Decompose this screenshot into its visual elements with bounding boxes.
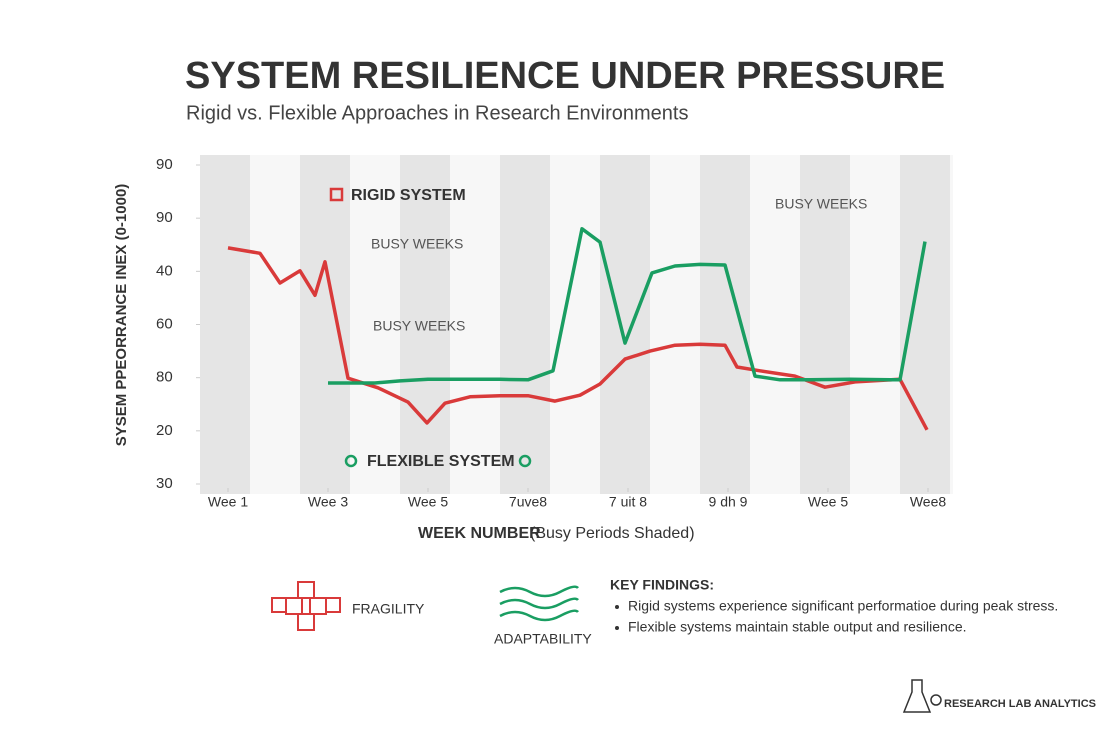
x-tick-label: Wee 3 [308, 494, 348, 510]
x-tick-label: Wee8 [910, 494, 947, 510]
band [500, 155, 550, 494]
finding: Flexible systems maintain stable output … [628, 619, 967, 635]
legend-marker [344, 454, 358, 468]
band [750, 155, 800, 494]
chart-title: SYSTEM RESILIENCE UNDER PRESSURE [185, 55, 945, 97]
y-tick-label: 90 [156, 209, 173, 226]
annotation: BUSY WEEKS [371, 236, 463, 252]
band [950, 155, 953, 494]
band [850, 155, 900, 494]
busy-bands [200, 155, 953, 494]
findings-title: KEY FINDINGS: [610, 577, 714, 593]
y-tick-label: 40 [156, 262, 173, 279]
bullet [615, 626, 619, 630]
annotation: BUSY WEEKS [775, 196, 867, 212]
band [900, 155, 950, 494]
y-tick-label: 90 [156, 156, 173, 173]
x-tick-label: Wee 5 [408, 494, 448, 510]
band [550, 155, 600, 494]
x-tick-label: 7 uit 8 [609, 494, 647, 510]
band [600, 155, 650, 494]
legend-marker [329, 187, 344, 202]
band [800, 155, 850, 494]
bullet [615, 605, 619, 609]
band [450, 155, 500, 494]
chart-subtitle: Rigid vs. Flexible Approaches in Researc… [186, 102, 688, 124]
legend-marker [518, 454, 532, 468]
band [400, 155, 450, 494]
y-tick-label: 20 [156, 422, 173, 439]
brand: RESEARCH LAB ANALYTICS [944, 698, 1096, 710]
x-axis-note: (Busy Periods Shaded) [530, 525, 695, 542]
icon-label: ADAPTABILITY [494, 631, 592, 647]
y-tick-label: 60 [156, 315, 173, 332]
flask-icon [902, 679, 942, 713]
y-axis-label: SYSEM PPEORRANCE INEX (0-1000) [113, 184, 130, 447]
x-tick-label: 9 dh 9 [709, 494, 748, 510]
x-tick-label: Wee 5 [808, 494, 848, 510]
band [200, 155, 250, 494]
fragility-icon [271, 581, 341, 631]
x-tick-label: Wee 1 [208, 494, 248, 510]
legend-label: RIGID SYSTEM [351, 187, 466, 204]
annotation: BUSY WEEKS [373, 318, 465, 334]
x-axis-label: WEEK NUMBER [418, 525, 541, 542]
band [300, 155, 350, 494]
series-line [227, 246, 929, 431]
y-tick-label: 30 [156, 475, 173, 492]
series-line [328, 227, 927, 385]
adaptability-icon [499, 585, 579, 622]
band [650, 155, 700, 494]
band [350, 155, 400, 494]
legend-label: FLEXIBLE SYSTEM [367, 453, 515, 470]
finding: Rigid systems experience significant per… [628, 598, 1058, 614]
x-tick-label: 7uve8 [509, 494, 547, 510]
band [250, 155, 300, 494]
y-tick-label: 80 [156, 369, 173, 386]
icon-label: FRAGILITY [352, 601, 425, 617]
